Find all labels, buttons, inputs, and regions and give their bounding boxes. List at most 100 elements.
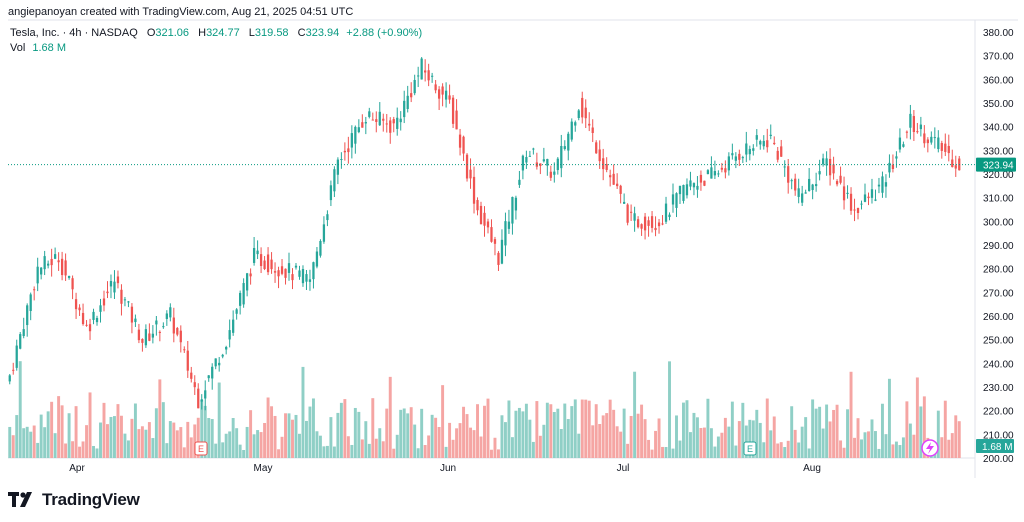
candle-body[interactable] [849,193,853,211]
candle-body[interactable] [12,369,15,371]
candle-body[interactable] [218,362,221,366]
candle-body[interactable] [549,171,552,178]
candle-body[interactable] [483,212,486,226]
candle-body[interactable] [144,329,148,346]
candle-body[interactable] [570,121,573,140]
candle-body[interactable] [343,150,347,153]
candle-body[interactable] [577,110,580,118]
candle-body[interactable] [808,178,811,191]
candle-body[interactable] [465,154,469,179]
candle-body[interactable] [759,141,762,145]
candle-body[interactable] [619,185,622,194]
volume-label[interactable]: Vol [10,42,26,54]
candle-body[interactable] [74,299,78,310]
candle-body[interactable] [591,127,594,134]
candle-body[interactable] [396,117,399,129]
candle-body[interactable] [944,143,947,152]
candle-body[interactable] [95,317,99,323]
candle-body[interactable] [19,334,22,349]
candle-body[interactable] [794,178,797,191]
candle-body[interactable] [162,326,165,328]
candle-body[interactable] [57,260,60,263]
candle-body[interactable] [525,157,528,163]
candle-body[interactable] [183,349,186,351]
candle-body[interactable] [947,145,950,154]
candle-body[interactable] [518,179,521,185]
candle-body[interactable] [26,305,29,326]
candle-body[interactable] [884,182,888,187]
symbol-title[interactable]: Tesla, Inc. · 4h · NASDAQ [10,27,138,39]
candle-body[interactable] [350,133,353,148]
candle-body[interactable] [424,70,427,73]
candle-body[interactable] [731,153,734,156]
candle-body[interactable] [127,301,130,303]
candle-body[interactable] [514,197,518,211]
candle-body[interactable] [553,171,556,175]
candle-body[interactable] [116,276,120,284]
candle-body[interactable] [521,155,525,171]
candle-body[interactable] [85,324,88,326]
candle-body[interactable] [50,258,53,266]
candle-body[interactable] [780,146,783,157]
candle-body[interactable] [657,222,661,227]
candle-body[interactable] [431,75,434,77]
candle-body[interactable] [633,213,636,221]
candle-body[interactable] [368,111,371,117]
candle-body[interactable] [333,169,336,192]
candle-body[interactable] [179,330,182,343]
candle-body[interactable] [434,84,437,91]
candle-body[interactable] [123,299,127,301]
earnings-marker[interactable] [194,441,208,456]
candle-body[interactable] [417,75,420,77]
candle-body[interactable] [752,148,755,151]
candle-body[interactable] [193,382,196,388]
candle-body[interactable] [734,156,737,161]
candle-body[interactable] [284,268,287,278]
candle-body[interactable] [392,119,395,124]
candle-body[interactable] [151,333,155,338]
candle-body[interactable] [940,143,943,151]
candle-body[interactable] [664,203,668,222]
candle-body[interactable] [713,171,717,176]
candle-body[interactable] [863,194,867,202]
candle-body[interactable] [588,123,591,126]
candle-body[interactable] [692,183,696,188]
candle-body[interactable] [197,388,200,409]
candle-body[interactable] [444,90,448,100]
candle-body[interactable] [399,118,402,123]
candle-body[interactable] [479,205,483,225]
candle-body[interactable] [605,164,608,170]
candle-body[interactable] [420,58,423,80]
candle-body[interactable] [312,262,315,280]
candle-body[interactable] [710,167,713,179]
candle-body[interactable] [930,136,933,143]
candle-body[interactable] [263,260,266,270]
candle-body[interactable] [542,159,545,162]
candle-body[interactable] [451,97,455,124]
candle-body[interactable] [507,221,511,229]
candle-body[interactable] [375,119,378,122]
candle-body[interactable] [273,271,277,273]
candle-body[interactable] [668,214,671,218]
candle-body[interactable] [532,148,535,150]
candle-body[interactable] [256,250,259,255]
candle-body[interactable] [336,159,340,175]
candle-body[interactable] [748,148,751,155]
candle-body[interactable] [888,162,891,173]
candle-body[interactable] [476,200,479,211]
candle-body[interactable] [228,330,231,340]
candle-body[interactable] [329,185,333,201]
candle-body[interactable] [528,155,532,157]
candle-body[interactable] [609,175,612,178]
candle-body[interactable] [259,254,263,267]
candle-body[interactable] [699,174,703,183]
candle-body[interactable] [78,307,81,311]
candle-body[interactable] [88,324,92,332]
candle-body[interactable] [497,252,500,265]
candle-body[interactable] [640,224,643,229]
candle-body[interactable] [881,176,884,193]
candle-body[interactable] [595,142,598,154]
candle-body[interactable] [291,274,294,281]
candle-body[interactable] [134,318,137,323]
